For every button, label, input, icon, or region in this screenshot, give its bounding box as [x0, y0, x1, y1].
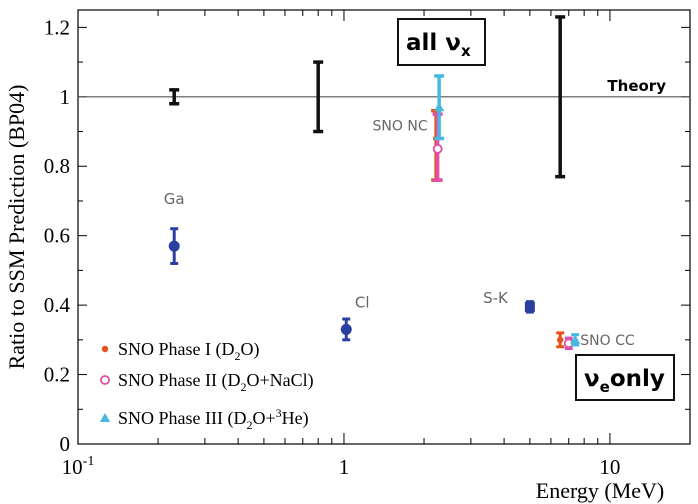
sno-nc-point — [432, 143, 443, 154]
nue-only-text: νeonly — [584, 366, 665, 396]
y-tick-label: 0.2 — [44, 363, 70, 387]
sno-nc-point — [433, 102, 445, 112]
experiment-label: Cl — [355, 293, 370, 311]
experiment-point — [168, 240, 180, 252]
legend-marker — [101, 345, 109, 353]
all-nux-text: all νx — [406, 30, 471, 60]
experiment-label: S-K — [483, 289, 509, 307]
theory-label: Theory — [607, 77, 666, 95]
y-tick-label: 0 — [60, 432, 71, 456]
plot-frame — [77, 9, 691, 445]
experiment-point — [340, 323, 352, 335]
y-axis-label: Ratio to SSM Prediction (BP04) — [4, 85, 29, 370]
all-nux-box — [397, 18, 486, 66]
legend-marker — [99, 413, 111, 422]
nue-only-box — [575, 354, 675, 401]
y-tick-label: 0.6 — [44, 224, 70, 248]
theory-uncertainty-bar — [555, 15, 566, 179]
y-tick-label: 0.4 — [44, 293, 71, 317]
theory-uncertainty-bar — [313, 60, 324, 134]
y-tick-label: 1 — [60, 85, 71, 109]
sno-cc-point — [569, 334, 581, 344]
x-tick-label: 10 — [599, 455, 620, 479]
x-tick-label: 1 — [339, 455, 350, 479]
sno-cc-label: SNO CC — [580, 333, 635, 349]
y-tick-label: 1.2 — [44, 15, 70, 39]
experiment-point — [524, 301, 535, 312]
legend-entry: SNO Phase III (D2O+3He) — [118, 406, 309, 432]
x-axis-label: Energy (MeV) — [536, 478, 665, 503]
sno-nc-label: SNO NC — [373, 119, 428, 135]
experiment-label: Ga — [164, 190, 185, 208]
y-tick-label: 0.8 — [44, 154, 70, 178]
legend-entry: SNO Phase I (D2O) — [118, 339, 260, 363]
x-tick-label: 10-1 — [62, 454, 95, 479]
theory-uncertainty-bar — [169, 88, 180, 106]
legend-entry: SNO Phase II (D2O+NaCl) — [118, 370, 314, 394]
sno-cc-point — [556, 336, 564, 344]
legend-marker — [100, 375, 110, 385]
